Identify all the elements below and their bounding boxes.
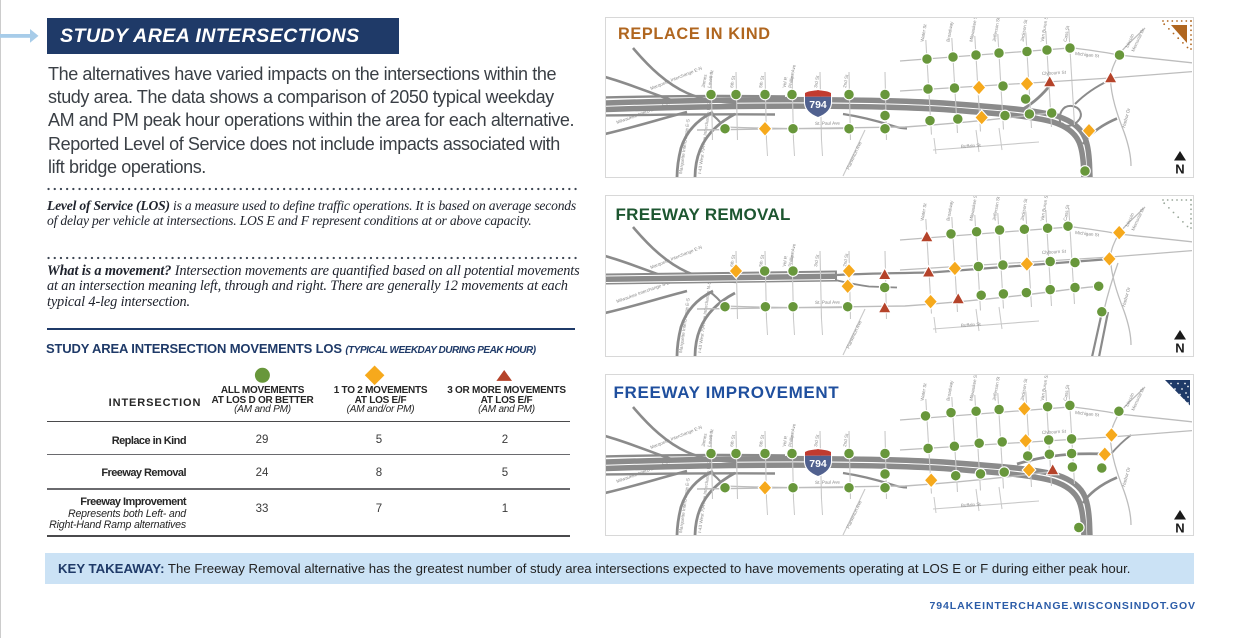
svg-text:Marquette Interchange E-S: Marquette Interchange E-S — [678, 119, 691, 174]
svg-text:Plankinton Ave: Plankinton Ave — [845, 140, 863, 170]
svg-text:Phillips Ave: Phillips Ave — [788, 64, 797, 88]
svg-text:5th St: 5th St — [758, 434, 765, 447]
svg-text:794: 794 — [809, 458, 827, 470]
svg-text:N: N — [1175, 162, 1184, 177]
svg-text:Van Buren St: Van Buren St — [1040, 195, 1050, 221]
svg-text:Vel R: Vel R — [782, 255, 789, 267]
svg-text:Cass St: Cass St — [1063, 384, 1071, 401]
svg-text:Water St: Water St — [920, 202, 928, 221]
svg-text:5th St: 5th St — [758, 254, 765, 267]
svg-text:Jefferson St: Jefferson St — [992, 196, 1001, 222]
svg-text:Michigan St: Michigan St — [1075, 410, 1100, 418]
svg-text:Clybourn St: Clybourn St — [1042, 249, 1067, 255]
svg-text:Jefferson St: Jefferson St — [992, 376, 1001, 402]
svg-text:Plankinton Ave: Plankinton Ave — [845, 319, 863, 349]
svg-text:St. Paul Ave: St. Paul Ave — [815, 121, 840, 126]
svg-text:Jackson St: Jackson St — [1020, 377, 1029, 401]
svg-text:6th St: 6th St — [729, 254, 736, 267]
svg-text:Lovell St: Lovell St — [707, 428, 715, 447]
svg-text:Milwaukee St: Milwaukee St — [969, 17, 979, 42]
svg-text:Vel R: Vel R — [782, 76, 789, 88]
svg-text:Phillips Ave: Phillips Ave — [788, 423, 797, 447]
svg-text:Van Buren St: Van Buren St — [1040, 17, 1050, 42]
svg-text:St. Paul Ave: St. Paul Ave — [815, 480, 840, 485]
svg-text:Milwaukee St: Milwaukee St — [969, 374, 979, 401]
svg-text:St. Paul Ave: St. Paul Ave — [815, 300, 840, 305]
svg-text:Jefferson St: Jefferson St — [992, 17, 1001, 42]
svg-text:Plankinton Ave: Plankinton Ave — [845, 499, 863, 529]
svg-text:Cass St: Cass St — [1063, 204, 1071, 221]
svg-text:794: 794 — [809, 99, 827, 111]
svg-text:I-43 West 794 Ave Interchange: I-43 West 794 Ave Interchange N-S — [697, 102, 712, 174]
svg-text:Lincoln: Lincoln — [1124, 33, 1135, 49]
svg-text:Broadway: Broadway — [946, 379, 955, 401]
svg-text:2nd St: 2nd St — [842, 74, 849, 89]
svg-text:Cass St: Cass St — [1063, 25, 1071, 42]
svg-text:I-43 West 794 Ave Interchange: I-43 West 794 Ave Interchange N-S — [697, 461, 712, 533]
svg-text:Harbor Dr: Harbor Dr — [1121, 286, 1131, 307]
svg-text:Marquette Interchange E-S: Marquette Interchange E-S — [678, 478, 691, 533]
svg-text:3rd St: 3rd St — [813, 434, 820, 448]
svg-text:Lincoln: Lincoln — [1124, 212, 1135, 228]
svg-text:Buffalo St: Buffalo St — [961, 502, 982, 508]
svg-text:Jackson St: Jackson St — [1020, 197, 1029, 221]
svg-text:3rd St: 3rd St — [813, 254, 820, 268]
svg-text:Vel R: Vel R — [782, 435, 789, 447]
svg-text:Water St: Water St — [920, 23, 928, 42]
svg-text:3rd St: 3rd St — [813, 75, 820, 89]
svg-text:I-43 West 794 Ave Interchange: I-43 West 794 Ave Interchange N-S — [697, 281, 712, 353]
svg-text:Broadway: Broadway — [946, 20, 955, 42]
svg-text:6th St: 6th St — [729, 75, 736, 88]
svg-text:James: James — [701, 73, 708, 88]
svg-text:Buffalo St: Buffalo St — [961, 322, 982, 328]
svg-text:Phillips Ave: Phillips Ave — [788, 243, 797, 267]
svg-text:Clybourn St: Clybourn St — [1042, 70, 1067, 76]
svg-text:Milwaukee St: Milwaukee St — [969, 195, 979, 221]
svg-text:Michigan St: Michigan St — [1075, 230, 1100, 238]
svg-text:Harbor Dr: Harbor Dr — [1121, 466, 1131, 487]
svg-text:Michigan St: Michigan St — [1075, 51, 1100, 59]
svg-text:N: N — [1175, 341, 1184, 356]
svg-text:5th St: 5th St — [758, 75, 765, 88]
svg-text:James: James — [701, 432, 708, 447]
svg-text:Lincoln: Lincoln — [1124, 392, 1135, 408]
svg-text:Broadway: Broadway — [946, 199, 955, 221]
svg-text:N: N — [1175, 521, 1184, 536]
svg-text:Clybourn St: Clybourn St — [1042, 429, 1067, 435]
svg-text:Lovell St: Lovell St — [707, 69, 715, 88]
svg-text:Buffalo St: Buffalo St — [961, 143, 982, 149]
svg-text:6th St: 6th St — [729, 434, 736, 447]
svg-text:Water St: Water St — [920, 382, 928, 401]
svg-text:Marquette Interchange E-S: Marquette Interchange E-S — [678, 298, 691, 353]
svg-text:Jackson St: Jackson St — [1020, 18, 1029, 42]
svg-text:Harbor Dr: Harbor Dr — [1121, 107, 1131, 128]
svg-text:2nd St: 2nd St — [842, 253, 849, 268]
svg-text:Van Buren St: Van Buren St — [1040, 374, 1050, 401]
svg-text:2nd St: 2nd St — [842, 433, 849, 448]
